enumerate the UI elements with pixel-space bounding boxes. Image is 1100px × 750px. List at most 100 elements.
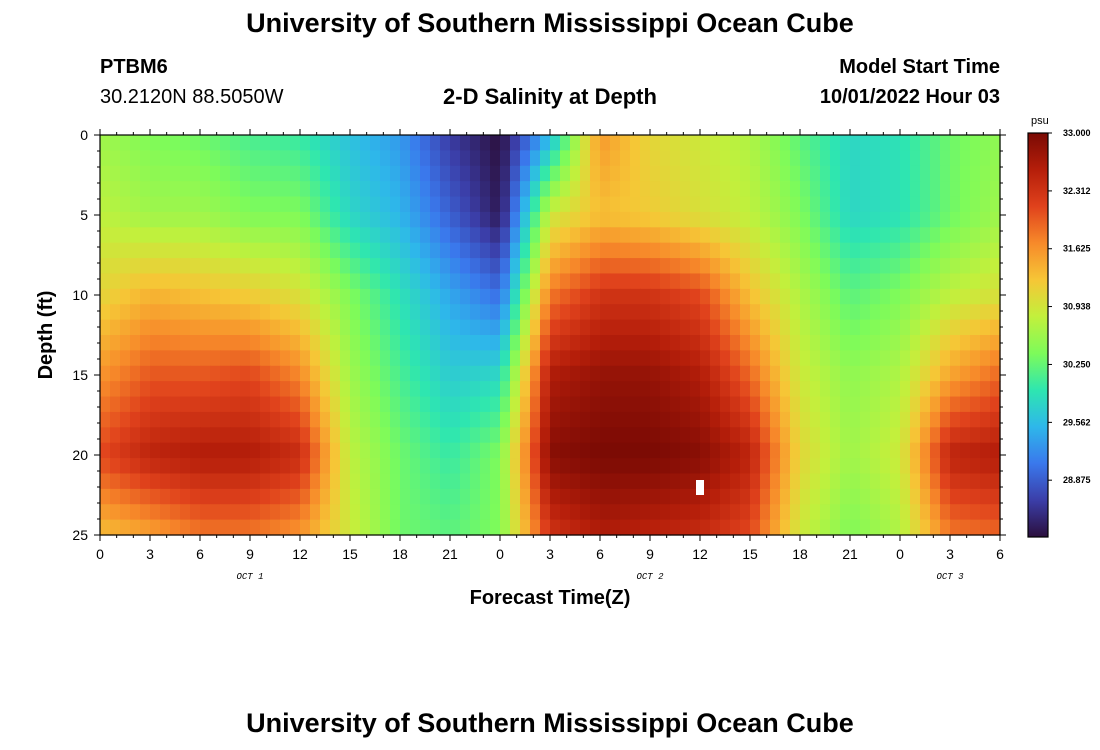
- heatmap-cell: [240, 181, 251, 198]
- heatmap-cell: [380, 304, 391, 321]
- heatmap-cell: [820, 427, 831, 444]
- heatmap-cell: [780, 458, 791, 475]
- heatmap-cell: [340, 288, 351, 305]
- heatmap-cell: [580, 319, 591, 336]
- heatmap-cell: [950, 488, 961, 505]
- heatmap-cell: [590, 211, 601, 228]
- heatmap-cell: [600, 458, 611, 475]
- heatmap-cell: [660, 196, 671, 213]
- heatmap-cell: [590, 504, 601, 521]
- heatmap-cell: [520, 211, 531, 228]
- heatmap-cell: [410, 350, 421, 367]
- heatmap-cell: [480, 227, 491, 244]
- heatmap-cell: [820, 381, 831, 398]
- heatmap-cell: [530, 242, 541, 259]
- heatmap-cell: [460, 258, 471, 275]
- heatmap-cell: [360, 411, 371, 428]
- heatmap-cell: [100, 519, 111, 536]
- heatmap-cell: [150, 396, 161, 413]
- heatmap-cell: [460, 165, 471, 182]
- heatmap-cell: [380, 165, 391, 182]
- colorbar-tick-label: 30.250: [1063, 359, 1091, 369]
- heatmap-cell: [560, 273, 571, 290]
- heatmap-cell: [620, 227, 631, 244]
- heatmap-cell: [840, 411, 851, 428]
- heatmap-cell: [160, 442, 171, 459]
- model-start-label: Model Start Time: [839, 56, 1000, 78]
- heatmap-cell: [580, 442, 591, 459]
- heatmap-cell: [550, 519, 561, 536]
- heatmap-cell: [840, 150, 851, 167]
- heatmap-cell: [670, 242, 681, 259]
- heatmap-cell: [660, 273, 671, 290]
- heatmap-cell: [160, 196, 171, 213]
- heatmap-cell: [740, 181, 751, 198]
- heatmap-cell: [710, 319, 721, 336]
- heatmap-cell: [550, 181, 561, 198]
- heatmap-cell: [330, 304, 341, 321]
- heatmap-cell: [400, 381, 411, 398]
- heatmap-cell: [470, 288, 481, 305]
- heatmap-cell: [970, 458, 981, 475]
- heatmap-cell: [840, 396, 851, 413]
- heatmap-cell: [190, 350, 201, 367]
- heatmap-cell: [820, 181, 831, 198]
- heatmap-cell: [860, 135, 871, 151]
- heatmap-cell: [850, 458, 861, 475]
- heatmap-cell: [180, 396, 191, 413]
- heatmap-cell: [300, 488, 311, 505]
- heatmap-cell: [600, 427, 611, 444]
- heatmap-cell: [590, 335, 601, 351]
- heatmap-cell: [130, 473, 141, 490]
- heatmap-cell: [120, 473, 131, 490]
- heatmap-cell: [640, 488, 651, 505]
- heatmap-cell: [320, 427, 331, 444]
- heatmap-cell: [880, 150, 891, 167]
- heatmap-cell: [470, 196, 481, 213]
- heatmap-cells: [100, 135, 1001, 536]
- heatmap-cell: [320, 165, 331, 182]
- heatmap-cell: [970, 242, 981, 259]
- heatmap-cell: [770, 381, 781, 398]
- heatmap-cell: [770, 504, 781, 521]
- heatmap-cell: [410, 365, 421, 382]
- heatmap-cell: [390, 150, 401, 167]
- heatmap-cell: [760, 196, 771, 213]
- heatmap-cell: [830, 319, 841, 336]
- heatmap-cell: [410, 150, 421, 167]
- heatmap-cell: [590, 181, 601, 198]
- heatmap-cell: [870, 442, 881, 459]
- heatmap-cell: [710, 196, 721, 213]
- heatmap-cell: [530, 165, 541, 182]
- heatmap-cell: [880, 273, 891, 290]
- heatmap-cell: [130, 242, 141, 259]
- heatmap-cell: [360, 335, 371, 351]
- heatmap-cell: [490, 304, 501, 321]
- heatmap-cell: [440, 211, 451, 228]
- heatmap-cell: [290, 458, 301, 475]
- heatmap-cell: [230, 365, 241, 382]
- heatmap-cell: [840, 458, 851, 475]
- heatmap-cell: [790, 242, 801, 259]
- heatmap-cell: [100, 242, 111, 259]
- heatmap-cell: [150, 427, 161, 444]
- heatmap-cell: [600, 165, 611, 182]
- heatmap-cell: [340, 196, 351, 213]
- heatmap-cell: [590, 396, 601, 413]
- heatmap-cell: [830, 181, 841, 198]
- heatmap-cell: [680, 135, 691, 151]
- heatmap-cell: [980, 519, 991, 536]
- heatmap-cell: [690, 519, 701, 536]
- heatmap-cell: [150, 458, 161, 475]
- heatmap-cell: [190, 258, 201, 275]
- heatmap-cell: [620, 396, 631, 413]
- heatmap-cell: [190, 473, 201, 490]
- heatmap-cell: [400, 165, 411, 182]
- heatmap-cell: [560, 165, 571, 182]
- heatmap-cell: [450, 150, 461, 167]
- heatmap-cell: [970, 227, 981, 244]
- heatmap-cell: [270, 135, 281, 151]
- heatmap-cell: [360, 181, 371, 198]
- heatmap-cell: [300, 411, 311, 428]
- heatmap-cell: [150, 258, 161, 275]
